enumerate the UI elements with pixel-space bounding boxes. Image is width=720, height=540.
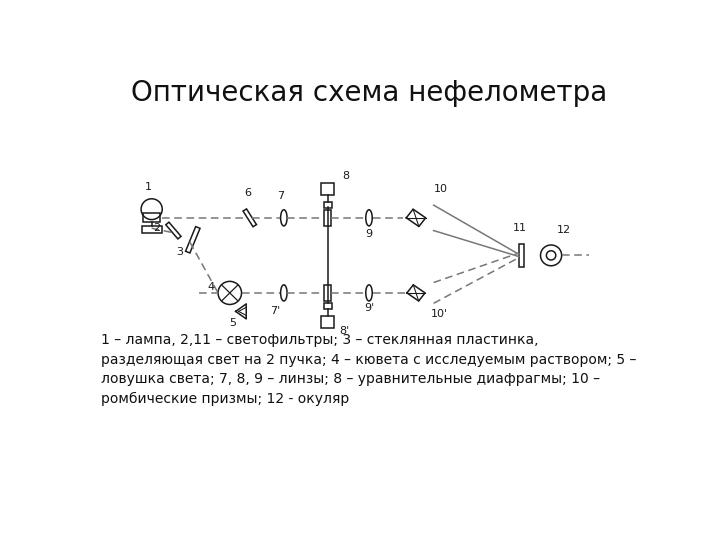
Text: 8': 8' bbox=[339, 327, 349, 336]
Text: 7': 7' bbox=[270, 306, 280, 316]
Text: 10': 10' bbox=[431, 309, 448, 319]
Bar bbox=[519, 244, 524, 267]
Text: 6: 6 bbox=[244, 188, 251, 198]
Text: 9': 9' bbox=[364, 303, 374, 313]
Bar bbox=[324, 210, 331, 226]
Text: 5: 5 bbox=[229, 319, 236, 328]
Bar bbox=[324, 285, 331, 301]
Text: 1: 1 bbox=[145, 182, 152, 192]
Text: 10: 10 bbox=[433, 185, 448, 194]
Bar bbox=[321, 183, 334, 195]
Text: Оптическая схема нефелометра: Оптическая схема нефелометра bbox=[131, 79, 607, 107]
Bar bbox=[324, 202, 332, 208]
Text: 12: 12 bbox=[557, 225, 571, 235]
Text: 8: 8 bbox=[342, 171, 349, 180]
Text: 9: 9 bbox=[366, 230, 372, 239]
Bar bbox=[166, 222, 181, 239]
Text: 2: 2 bbox=[153, 222, 161, 233]
Text: 7: 7 bbox=[277, 191, 284, 201]
Text: 11: 11 bbox=[513, 223, 526, 233]
Bar bbox=[321, 316, 334, 328]
Text: 3: 3 bbox=[176, 247, 184, 258]
Text: 1 – лампа, 2,11 – светофильтры; 3 – стеклянная пластинка,
разделяющая свет на 2 : 1 – лампа, 2,11 – светофильтры; 3 – стек… bbox=[101, 333, 636, 406]
Bar bbox=[186, 227, 200, 253]
Bar bbox=[324, 303, 332, 308]
Bar bbox=[243, 209, 256, 227]
Bar bbox=[143, 213, 160, 222]
Text: 4: 4 bbox=[207, 282, 215, 292]
Bar bbox=[142, 226, 162, 233]
